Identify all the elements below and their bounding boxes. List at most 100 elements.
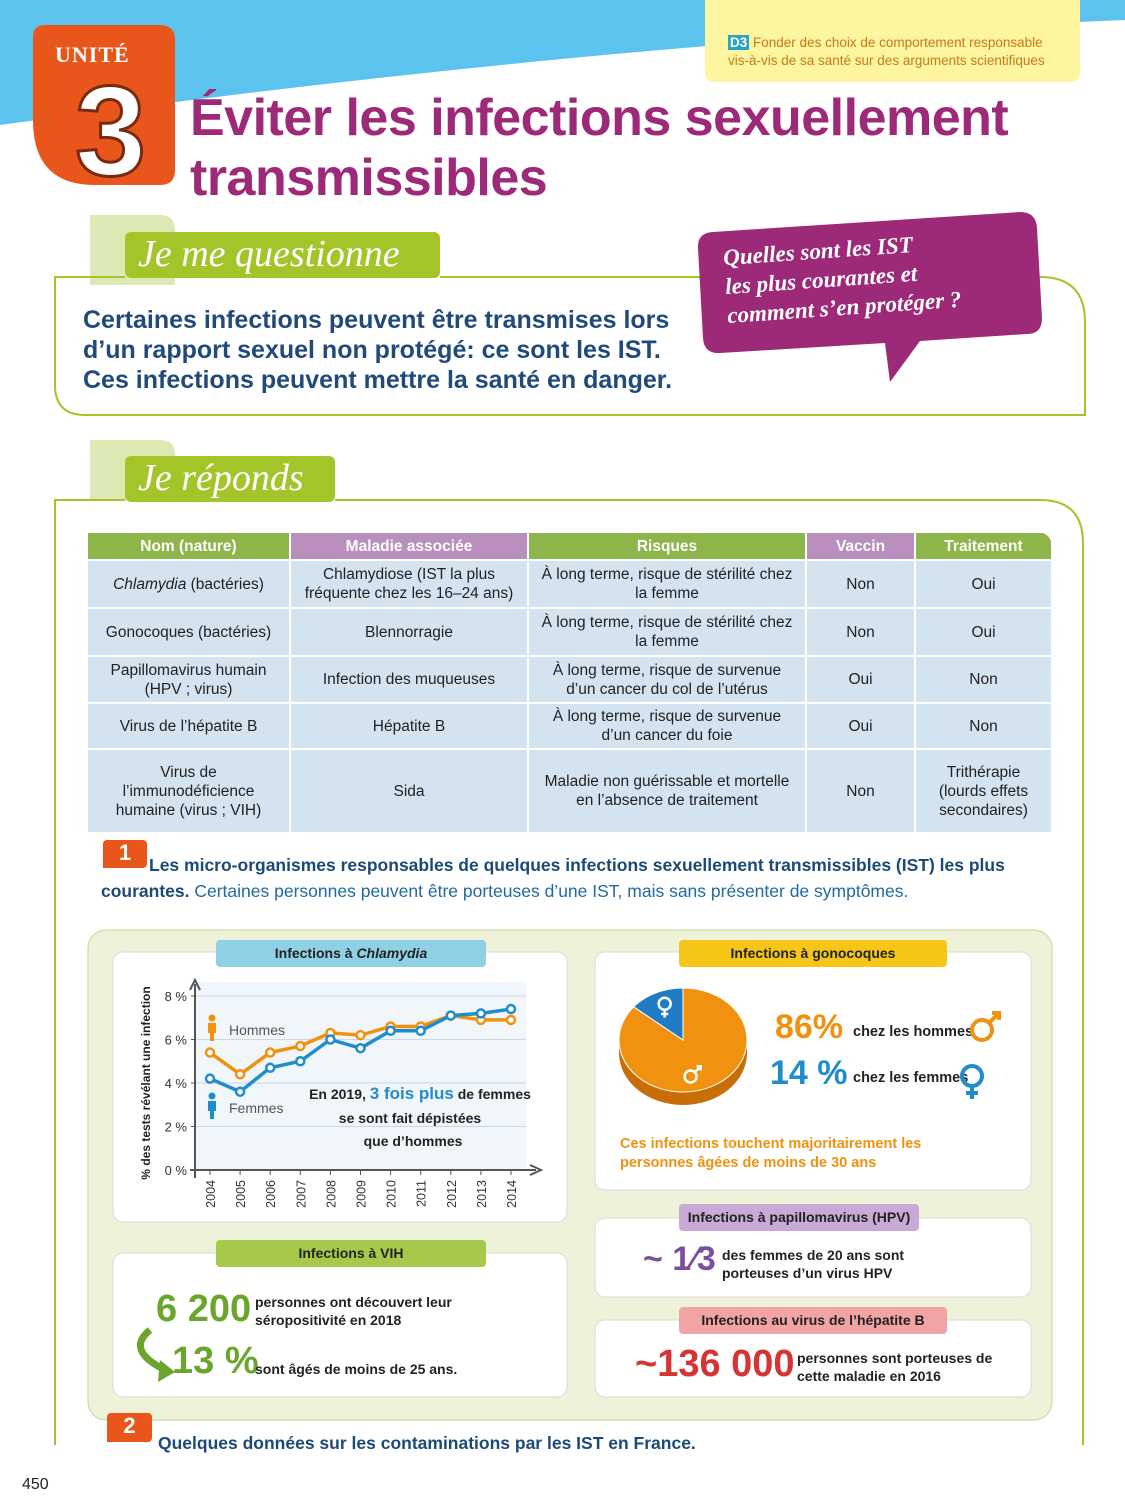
question-text: Certaines infections peuvent être transm… [83,305,672,395]
point [204,1047,216,1058]
cell: Virus de l’hépatite B [86,702,291,750]
y-tick-label: 6 % [165,1033,188,1048]
stat-text: personnes sont porteuses de cette maladi… [797,1350,993,1384]
row: Gonocoques (bactéries) Blennorragie À long… [86,607,1053,657]
annotation-part: de femmes [454,1086,531,1102]
x-tick-label: 2005 [234,1180,248,1208]
pie-note: Ces infections touchent majoritairement … [620,1136,922,1171]
point [234,1069,246,1080]
cell: À long terme, risque de survenue d’un ca… [527,702,807,750]
point [355,1029,366,1041]
cell: Non [805,607,916,657]
x-tick-label: 2013 [475,1180,489,1208]
stat: 13 % [172,1340,259,1382]
speech-bubble [697,212,1042,382]
cell-part: (bactéries) [186,575,264,593]
cell: Oui [914,607,1053,657]
cell: Non [805,559,916,609]
t: Chlamydia [356,945,428,961]
unit-label: UNITÉ [55,42,130,67]
legend-label: Hommes [229,1022,285,1038]
point [234,1086,246,1097]
text: vis-à-vis de sa santé sur des arguments … [728,53,1045,68]
y-axis-label: % des tests révélant une infection [139,986,153,1179]
title: Éviter les infections sexuellement [190,89,1009,147]
point [295,1040,306,1052]
cell: Trithérapie (lourds effets secondaires) [914,748,1053,834]
tab [125,456,335,502]
caption-title: Les micro-organismes responsables de que… [101,855,1005,901]
box-outline [54,276,1086,416]
icon [661,1009,669,1018]
annotation: se sont fait dépistées [339,1110,482,1126]
legend-label: Femmes [229,1100,283,1116]
annotation: que d’hommes [364,1133,463,1149]
legend-icon [208,1092,216,1100]
bubble-text: Quelles sont les IST les plus courantes … [722,227,962,330]
point [264,1047,276,1058]
row: Papillomavirus humain (HPV ; virus) Infec… [86,655,1053,704]
annotation-part: 3 fois plus [370,1084,454,1103]
panel-title: Infections à VIH [216,1240,486,1267]
cell: Virus de l’immunodéficience humaine (vir… [86,748,291,834]
point [355,1042,366,1054]
legend-icon [208,1014,216,1022]
header-cell: Vaccin [805,531,916,561]
icon [693,1065,702,1074]
icon [683,1069,698,1084]
stat: ~136 000 [635,1343,795,1385]
arrow [137,1327,167,1374]
y-tick-label: 4 % [165,1076,188,1091]
x-tick-label: 2011 [415,1180,429,1207]
stat-text: sont âgés de moins de 25 ans. [255,1361,458,1377]
axis [190,1164,544,1176]
title: transmissibles [190,149,548,207]
header-cell: Maladie associée [289,531,529,561]
stat: ~ 1⁄3 [643,1240,716,1278]
cell: Oui [805,702,916,750]
line: Certaines infections peuvent être transm… [83,306,670,334]
point [385,1025,396,1037]
x-tick-label: 2009 [355,1180,369,1208]
unit-badge [33,25,175,185]
doc-number: 1 [103,840,147,868]
category-label: chez les hommes [853,1024,973,1040]
cell: À long terme, risque de stérilité chez l… [527,607,807,657]
header-cell: Risques [527,531,807,561]
legend-icon [208,1101,216,1119]
tab [125,232,440,278]
arrow-head [158,1360,175,1382]
cell: Chlamydiose (IST la plus fréquente chez … [289,559,529,609]
icon [987,1011,1001,1025]
panel-title: Infections à Chlamydia [216,940,486,967]
ist-table: Nom (nature) Maladie associée Risques Vacci… [86,531,1053,834]
point [264,1062,276,1074]
doc-number: 2 [107,1413,152,1442]
point [415,1025,426,1037]
cell: Non [914,655,1053,704]
x-tick-label: 2006 [264,1180,278,1208]
legend-icon [208,1023,216,1041]
cell: Oui [805,655,916,704]
page-number: 450 [22,1476,49,1493]
x-tick-label: 2007 [294,1180,308,1208]
cell: Chlamydia (bactéries) [86,559,291,609]
t: Infections à [274,945,357,961]
header-cell: Nom (nature) [86,531,291,561]
x-tick-label: 2008 [324,1180,338,1208]
point [505,1003,517,1015]
stat: 6 200 [156,1288,252,1330]
point [295,1056,306,1067]
competence: D3 Fonder des choix de comportement resp… [728,34,1045,70]
value-label: 86% [775,1008,843,1046]
plot-area [196,982,526,1170]
cell: Oui [914,559,1053,609]
cell: À long terme, risque de survenue d’un ca… [527,655,807,704]
line: Ces infections peuvent mettre la santé e… [83,366,673,394]
point [325,1034,336,1045]
text: Fonder des choix de comportement respons… [753,35,1043,50]
value-label: 14 % [770,1054,848,1092]
x-tick-label: 2010 [385,1180,399,1208]
cell: Non [805,748,916,834]
